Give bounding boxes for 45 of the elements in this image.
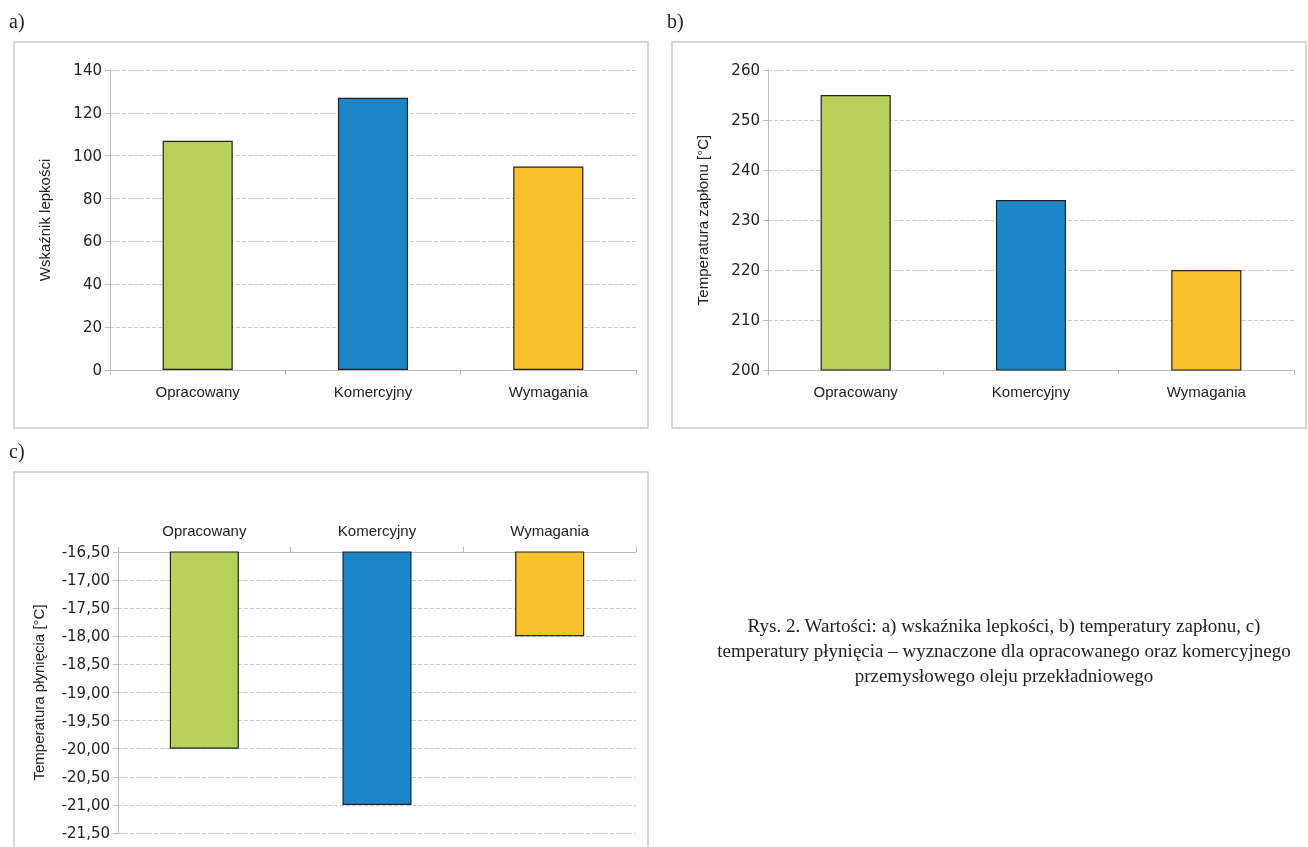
y-tick-label: 200	[731, 361, 760, 379]
x-tick-label: Komercyjny	[333, 383, 413, 400]
x-tick-label: Wymagania	[1166, 383, 1247, 400]
y-tick-label: -20,50	[61, 767, 110, 786]
y-axis-title: Wskaźnik lepkości	[36, 158, 53, 282]
y-tick-label: -17,50	[61, 599, 110, 618]
chart-title: b)	[667, 10, 684, 33]
y-tick-label: 100	[73, 146, 102, 165]
y-tick-label: -20,00	[61, 739, 110, 758]
x-tick-label: Opracowany	[162, 522, 247, 539]
y-tick-label: -21,50	[61, 824, 110, 842]
y-tick-label: 240	[731, 161, 760, 179]
x-tick-label: Komercyjny	[337, 522, 417, 539]
y-axis-title: Temperatura płynięcia [°C]	[30, 604, 47, 781]
text: Rys. 2. Wartości: a) wskaźnika lepkości, b) temperatury zapłonu, c) temperatury płynięcia – wyznaczone dla opracowanego oraz komercyjnego przemysłowego oleju przekładniowego	[716, 613, 1292, 688]
bar	[513, 166, 584, 370]
y-tick-label: 80	[82, 189, 102, 208]
y-tick-label: 260	[731, 61, 760, 79]
x-tick-label: Opracowany	[813, 383, 899, 400]
y-tick-label: 120	[73, 103, 102, 122]
y-tick-label: -19,00	[61, 683, 110, 702]
y-tick-label: 20	[82, 318, 102, 337]
y-axis-title: Temperatura zapłonu [°C]	[694, 134, 711, 306]
y-tick-label: 140	[73, 61, 102, 79]
y-tick-label: -16,50	[61, 543, 110, 561]
y-tick-label: -18,50	[61, 655, 110, 674]
y-tick-label: 0	[92, 361, 102, 379]
x-tick-label: Wymagania	[510, 522, 590, 539]
chart-title: a)	[9, 10, 25, 33]
x-tick-label: Komercyjny	[991, 383, 1071, 400]
y-tick-label: 210	[731, 311, 760, 329]
y-tick-label: -17,00	[61, 571, 110, 590]
y-tick-label: -18,00	[61, 627, 110, 646]
x-tick-label: Wymagania	[508, 383, 589, 400]
chart-title: c)	[9, 440, 25, 463]
y-tick-label: 40	[82, 275, 102, 294]
y-tick-label: 60	[82, 232, 102, 251]
bar	[337, 97, 409, 370]
y-tick-label: -19,50	[61, 711, 110, 730]
bar	[162, 140, 233, 370]
y-tick-label: 230	[731, 211, 760, 229]
y-tick-label: 220	[731, 261, 760, 279]
y-tick-label: -21,00	[61, 795, 110, 814]
y-tick-label: 250	[731, 111, 760, 129]
x-tick-label: Opracowany	[155, 383, 241, 400]
